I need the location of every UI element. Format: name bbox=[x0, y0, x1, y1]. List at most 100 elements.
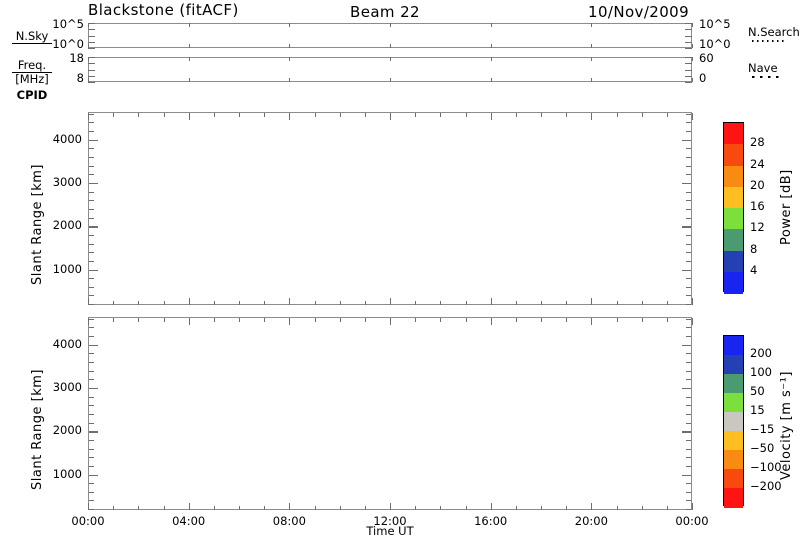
velocity-panel-xtick bbox=[213, 318, 215, 322]
velocity-panel[interactable] bbox=[88, 317, 692, 510]
power-panel-ytick-major bbox=[89, 139, 98, 142]
velocity-colorbar-tick-label: −100 bbox=[750, 460, 782, 474]
velocity-colorbar-tick-label: 200 bbox=[750, 346, 772, 360]
power-panel-ytick-label: 1000 bbox=[52, 261, 82, 276]
power-panel-ytick-major bbox=[682, 139, 691, 142]
velocity-panel-ytick-minor bbox=[89, 509, 94, 511]
velocity-colorbar[interactable] bbox=[723, 335, 744, 508]
power-panel-ytick-minor bbox=[89, 278, 94, 280]
freq-nave-panel-tick-left bbox=[88, 69, 95, 71]
nsearch-line-style-dotted bbox=[752, 40, 786, 43]
power-panel-ytick-minor bbox=[686, 278, 691, 280]
power-colorbar-tick-label: 20 bbox=[750, 177, 765, 192]
beam-label: Beam 22 bbox=[350, 3, 420, 21]
velocity-panel-ytick-minor bbox=[686, 448, 691, 450]
nsky-nsearch-panel-tick-right bbox=[685, 29, 692, 31]
velocity-panel-xtick bbox=[390, 318, 391, 325]
velocity-panel-ytick-minor bbox=[686, 465, 691, 467]
power-panel-xtick bbox=[390, 298, 391, 305]
power-panel-xtick bbox=[692, 113, 693, 120]
power-panel-xtick bbox=[289, 113, 291, 120]
power-panel-xtick bbox=[666, 113, 668, 117]
freq-line-style-solid bbox=[12, 72, 52, 74]
power-panel-xtick bbox=[566, 113, 568, 117]
velocity-panel-xtick bbox=[616, 318, 618, 322]
power-panel-ytick-minor bbox=[686, 148, 691, 150]
power-panel-ytick-major bbox=[89, 269, 98, 271]
power-panel-xtick bbox=[591, 113, 593, 120]
power-panel-xtick bbox=[163, 113, 165, 117]
velocity-panel-ytick-minor bbox=[89, 413, 94, 415]
velocity-panel-xtick bbox=[465, 318, 467, 322]
xaxis-tick-label: 04:00 bbox=[172, 514, 206, 528]
power-panel-xtick bbox=[113, 301, 115, 305]
freq-nave-panel-xtick bbox=[390, 78, 391, 82]
nave-axis-label: Nave bbox=[748, 62, 800, 79]
power-colorbar-band bbox=[724, 271, 743, 294]
nsky-nsearch-panel-tick-right bbox=[685, 48, 692, 49]
velocity-panel-xtick bbox=[666, 318, 668, 322]
power-panel-xtick bbox=[641, 113, 643, 117]
velocity-panel-xtick bbox=[314, 506, 316, 510]
velocity-panel-ytick-minor bbox=[89, 396, 94, 398]
freq-nave-panel-tick-right bbox=[685, 63, 692, 65]
velocity-panel-ytick-minor bbox=[89, 483, 94, 485]
velocity-colorbar-band bbox=[724, 431, 743, 451]
velocity-panel-ytick-label: 2000 bbox=[52, 423, 82, 438]
velocity-colorbar-band bbox=[724, 336, 743, 356]
nsky-nsearch-panel-xtick bbox=[692, 44, 693, 48]
freq-nave-panel-xtick bbox=[591, 57, 593, 61]
power-panel-ytick-minor bbox=[686, 243, 691, 245]
nsearch-tick-bottom: 10^0 bbox=[699, 37, 731, 51]
velocity-colorbar-tick-label: −200 bbox=[750, 479, 782, 493]
cpid-strip[interactable] bbox=[88, 91, 692, 101]
nave-tick-bottom: 0 bbox=[699, 71, 707, 85]
freq-nave-panel-tick-left bbox=[88, 57, 95, 58]
power-panel-ytick-minor bbox=[89, 252, 94, 254]
power-colorbar-tick-label: 4 bbox=[750, 262, 758, 277]
freq-nave-panel-tick-left bbox=[88, 75, 95, 77]
power-panel-xtick bbox=[541, 301, 542, 305]
power-panel-ytick-minor bbox=[89, 243, 94, 245]
nsearch-tick-top: 10^5 bbox=[699, 17, 731, 31]
velocity-panel-xtick bbox=[364, 506, 366, 510]
power-panel-xtick bbox=[515, 113, 517, 117]
velocity-panel-ytick-label: 4000 bbox=[52, 336, 82, 351]
velocity-panel-ytick-major bbox=[89, 474, 98, 476]
nave-line-style-dashed bbox=[752, 76, 782, 79]
power-panel-xtick bbox=[339, 301, 341, 305]
velocity-panel-xtick bbox=[541, 318, 542, 322]
page-title: Blackstone (fitACF) bbox=[88, 1, 239, 19]
freq-tick-top: 18 bbox=[69, 51, 84, 65]
power-panel-ytick-minor bbox=[686, 252, 691, 254]
velocity-panel-ytick-minor bbox=[686, 353, 691, 355]
power-panel-xtick bbox=[641, 301, 643, 305]
nsky-nsearch-panel-xtick bbox=[591, 23, 593, 27]
velocity-panel-ytick-label: 3000 bbox=[52, 379, 82, 394]
xaxis-tick-label: 00:00 bbox=[71, 514, 105, 528]
power-panel[interactable] bbox=[88, 112, 692, 305]
power-panel-xtick bbox=[515, 301, 517, 305]
velocity-panel-xtick bbox=[163, 506, 165, 510]
power-panel-xtick bbox=[88, 113, 89, 120]
velocity-panel-ytick-major bbox=[89, 387, 98, 390]
nsky-nsearch-panel-tick-right bbox=[685, 35, 692, 37]
velocity-panel-ytick-minor bbox=[89, 448, 94, 450]
velocity-panel-xtick bbox=[138, 318, 140, 322]
nsky-nsearch-panel-tick-left bbox=[88, 35, 95, 37]
nsky-nsearch-panel-xtick bbox=[390, 44, 391, 48]
velocity-panel-ytick-minor bbox=[89, 353, 94, 355]
power-panel-ytick-minor bbox=[89, 131, 94, 133]
nsky-nsearch-panel-tick-left bbox=[88, 41, 95, 43]
velocity-panel-ytick-minor bbox=[89, 379, 94, 381]
xaxis-tick-label: 08:00 bbox=[272, 514, 306, 528]
freq-nave-panel-xtick bbox=[390, 57, 391, 61]
power-panel-ytick-minor bbox=[686, 113, 691, 115]
date-label: 10/Nov/2009 bbox=[588, 3, 690, 21]
nsky-nsearch-panel-tick-right bbox=[685, 41, 692, 43]
power-panel-ytick-minor bbox=[686, 200, 691, 202]
power-colorbar[interactable] bbox=[723, 122, 744, 294]
velocity-panel-xtick bbox=[88, 503, 89, 510]
power-panel-ytick-major bbox=[89, 182, 98, 185]
velocity-panel-xtick bbox=[566, 506, 568, 510]
